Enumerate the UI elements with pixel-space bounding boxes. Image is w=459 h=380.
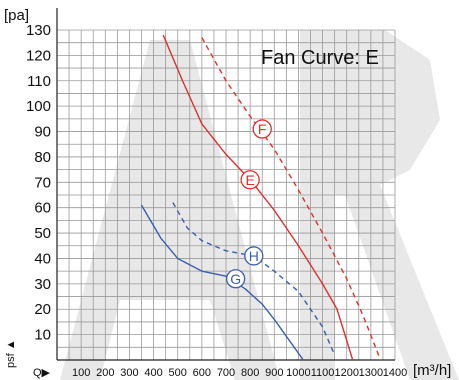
y-tick-label: 60 [34,200,51,217]
chart-title: Fan Curve: E [261,47,379,69]
axes: 10 20 30 40 50 60 70 80 90 100 110 120 130 100 200 300 4… [26,8,407,379]
x-tick-label: 100 [72,367,90,379]
x-tick-label: 1000 [286,367,310,379]
x-tick-label: 1200 [334,367,358,379]
watermark-logo [60,30,459,380]
y-tick-label: 80 [34,149,51,166]
x-tick-label: 300 [120,367,138,379]
y-tick-label: 130 [26,22,51,39]
series-marker-h [244,246,264,266]
series-markers: E F GH [226,119,272,289]
y-tick-label: 110 [27,73,51,90]
x-tick-label: 200 [96,367,114,379]
series-line-e [162,34,354,361]
x-axis-unit-label: [m³/h] [413,362,451,379]
series-marker-label-g: G [230,271,241,287]
x-tick-label: 700 [217,367,235,379]
y-tick-label: 10 [34,327,51,344]
x-tick-label: 900 [265,367,283,379]
series-marker-f [252,119,272,139]
y-tick-label: 50 [34,225,51,242]
x-tick-label: 1400 [383,367,407,379]
y-tick-label: 100 [26,98,51,115]
y-axis-prefix-label: psf ▲ [5,339,17,368]
series-marker-label-e: E [245,172,254,188]
x-tick-label: 600 [193,367,211,379]
y-axis-unit-label: [pa] [4,7,29,24]
x-tick-label: 400 [144,367,162,379]
y-tick-label: 40 [34,250,51,267]
series-marker-label-f: F [258,121,267,137]
x-tick-label: 800 [241,367,259,379]
series-marker-e [240,170,260,190]
series-marker-label-h: H [249,248,259,264]
x-tick-label: 1100 [311,367,335,379]
x-tick-label: 500 [169,367,187,379]
x-tick-label: 1300 [359,367,383,379]
y-tick-label: 120 [26,47,51,64]
y-tick-label: 20 [34,301,51,318]
y-tick-label: 90 [34,124,51,141]
x-axis-prefix-label: Q▶ [33,367,51,379]
series-line-f [201,37,382,361]
grid [57,29,396,360]
y-tick-label: 70 [34,174,51,191]
y-tick-label: 30 [34,276,51,293]
series-marker-g [226,269,246,289]
